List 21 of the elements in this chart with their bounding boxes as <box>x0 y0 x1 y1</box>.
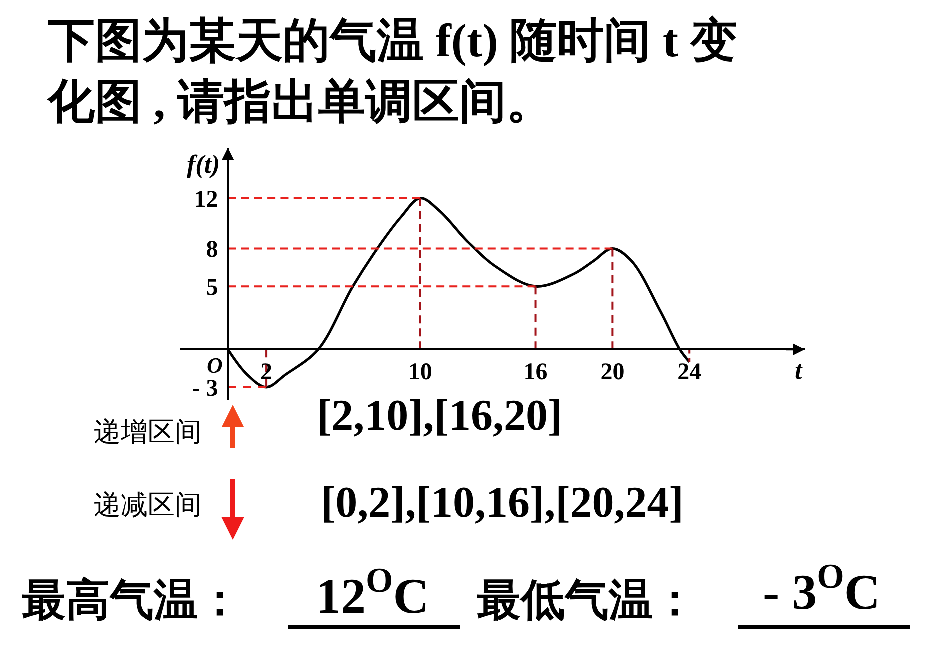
y-tick-label: 5 <box>206 275 218 301</box>
y-axis-title: f(t) <box>187 150 220 179</box>
text: 最高气温： <box>22 576 242 625</box>
y-tick-label: - 3 <box>192 376 218 402</box>
text: 最低气温： <box>477 576 697 625</box>
x-tick-label: 16 <box>524 359 548 386</box>
text: 12$^{O}$C <box>316 561 430 624</box>
y-tick-label: 12 <box>194 186 218 213</box>
x-tick-label: 2 <box>260 359 273 386</box>
chart-title: 下图为某天的气温 f(t) 随时间 t 变化图 , 请指出单调区间。 <box>47 15 738 128</box>
x-tick-label: 20 <box>600 359 625 386</box>
annotation: O <box>207 353 223 378</box>
y-tick-label: 8 <box>206 237 218 264</box>
text: - 3$^{O}$C <box>763 557 880 620</box>
x-axis-title: t <box>795 356 803 385</box>
text: 递减区间 <box>94 490 202 520</box>
annotation: [2,10],[16,20] <box>317 391 563 440</box>
text: [0,2],[10,16],[20,24] <box>321 478 684 527</box>
x-tick-label: 10 <box>408 359 432 386</box>
x-tick-label: 24 <box>678 359 702 386</box>
text: 递增区间 <box>94 417 202 447</box>
